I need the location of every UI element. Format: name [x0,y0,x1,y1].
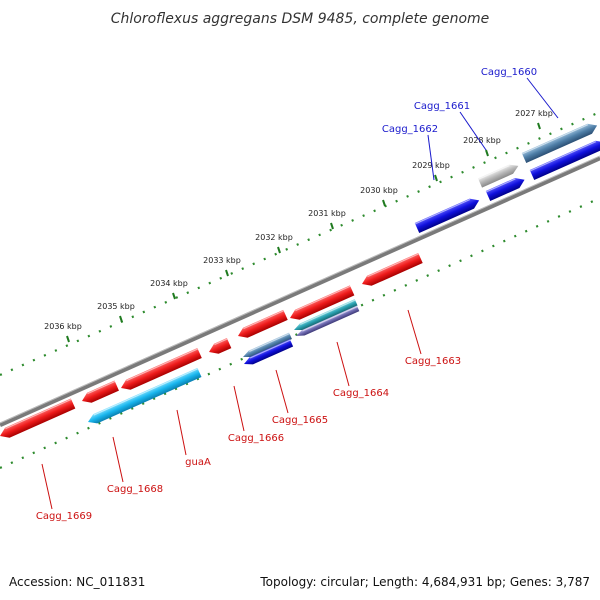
gene-leader-line [112,436,124,483]
tick-mark [485,149,489,157]
gene-arrow-cagg-1660 [521,123,598,164]
gene-arrow-cagg-1664 [296,305,360,336]
tick-mark [225,269,229,277]
tick-label: 2032 kbp [255,233,293,242]
outer-tick-track [0,110,600,377]
gene-arrow-cagg-1665 [244,339,294,365]
tick-mark [537,122,541,130]
tick-label: 2033 kbp [203,256,241,265]
tick-label: 2034 kbp [150,279,188,288]
gene-label: Cagg_1669 [36,511,92,522]
gene-label: Cagg_1662 [382,124,438,135]
gene-label: Cagg_1668 [107,484,163,495]
gene-group: Cagg_1660 Cagg_1661 Cagg_1662 Cagg_1663 Cagg… [0,67,600,522]
genome-backbone [0,155,600,428]
tick-label: 2031 kbp [308,209,346,218]
gene-leader-line [336,341,350,387]
tick-mark [382,199,386,207]
gene-label: Cagg_1664 [333,388,389,399]
gene-leader-line [176,409,187,456]
gene-label: Cagg_1663 [405,356,461,367]
genome-summary: Topology: circular; Length: 4,684,931 bp… [259,575,590,589]
tick-group: 2027 kbp 2028 kbp 2029 kbp 2030 kbp 2031 kbp… [44,109,553,343]
gene-arrow-cagg-1661 [477,164,519,188]
gene-leader-line [526,77,559,119]
gene-arrow-cagg-1666-b [238,309,288,338]
gene-arrow-cagg-1664-red [290,285,355,320]
gene-label: Cagg_1665 [272,415,328,426]
tick-label: 2028 kbp [463,136,501,145]
tick-mark [434,174,438,182]
tick-mark [172,292,176,300]
gene-arrow-cagg-1663 [362,252,423,286]
tick-label: 2036 kbp [44,322,82,331]
genome-backbone-highlight [0,155,600,424]
inner-tick-track [0,196,600,470]
gene-arrow-cagg-1668-b [121,348,202,390]
gene-leader-line [275,369,289,414]
accession-label: Accession: NC_011831 [9,575,145,589]
gene-leader-line [407,309,422,355]
gene-arrow-cagg-1661-b [485,177,525,202]
tick-mark [66,335,70,343]
gene-arrow-cagg-1666 [209,338,232,354]
gene-leader-line [427,134,435,181]
tick-mark [277,246,281,254]
tick-label: 2035 kbp [97,302,135,311]
gene-label: Cagg_1660 [481,67,537,78]
gene-arrow-cagg-1669 [0,398,76,438]
gene-arrow-cagg-1668-a [82,380,119,403]
gene-label: Cagg_1666 [228,433,284,444]
gene-arrow-guaA [88,367,202,424]
gene-leader-line [233,385,245,432]
tick-label: 2030 kbp [360,186,398,195]
gene-arrow-cagg-1664-teal [294,299,358,330]
gene-arrow-cagg-1662 [414,198,480,234]
tick-mark [119,315,123,323]
tick-mark [330,222,334,230]
map-title: Chloroflexus aggregans DSM 9485, complet… [111,11,490,27]
gene-leader-line [41,463,53,510]
gene-arrow-cagg-1665-a [243,332,292,357]
gene-label: guaA [185,457,211,468]
tick-label: 2029 kbp [412,161,450,170]
gene-leader-line [459,111,487,151]
gene-label: Cagg_1661 [414,101,470,112]
tick-label: 2027 kbp [515,109,553,118]
gene-arrow-cagg-1660-b [529,140,600,181]
